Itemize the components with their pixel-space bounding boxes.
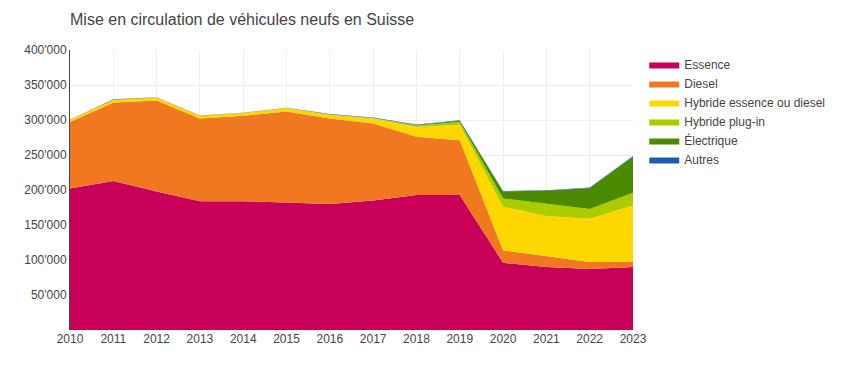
svg-text:2010: 2010 — [57, 332, 84, 346]
svg-text:Mise en circulation de véhicul: Mise en circulation de véhicules neufs e… — [70, 11, 414, 28]
svg-text:350'000: 350'000 — [24, 78, 67, 92]
svg-text:Hybride plug-in: Hybride plug-in — [684, 115, 765, 129]
svg-text:Électrique: Électrique — [684, 133, 738, 148]
svg-text:400'000: 400'000 — [24, 43, 67, 57]
svg-text:Hybride essence ou diesel: Hybride essence ou diesel — [684, 96, 825, 110]
svg-text:2019: 2019 — [446, 332, 473, 346]
svg-text:2022: 2022 — [576, 332, 603, 346]
svg-text:2017: 2017 — [360, 332, 387, 346]
svg-text:100'000: 100'000 — [24, 253, 67, 267]
svg-text:50'000: 50'000 — [31, 288, 67, 302]
svg-text:Autres: Autres — [684, 153, 719, 167]
svg-text:2021: 2021 — [533, 332, 560, 346]
svg-text:250'000: 250'000 — [24, 148, 67, 162]
svg-text:200'000: 200'000 — [24, 183, 67, 197]
svg-text:Essence: Essence — [684, 58, 730, 72]
svg-text:Diesel: Diesel — [684, 77, 717, 91]
svg-text:2014: 2014 — [230, 332, 257, 346]
svg-text:2011: 2011 — [100, 332, 126, 346]
svg-text:2020: 2020 — [490, 332, 517, 346]
svg-text:150'000: 150'000 — [24, 218, 67, 232]
svg-text:2013: 2013 — [187, 332, 214, 346]
svg-text:2012: 2012 — [143, 332, 170, 346]
svg-text:2023: 2023 — [620, 332, 647, 346]
svg-text:300'000: 300'000 — [24, 113, 67, 127]
svg-text:2016: 2016 — [316, 332, 343, 346]
svg-text:2018: 2018 — [403, 332, 430, 346]
svg-text:2015: 2015 — [273, 332, 300, 346]
